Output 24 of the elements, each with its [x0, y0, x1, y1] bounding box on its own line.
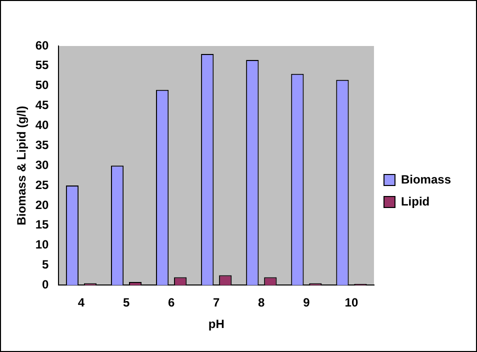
y-tick-label: 20 — [35, 198, 50, 212]
x-tick-label: 7 — [213, 296, 220, 310]
y-tick-label: 15 — [35, 218, 50, 232]
x-tick-label: 8 — [258, 296, 266, 310]
x-tick-label: 5 — [122, 296, 130, 310]
x-tick-label: 10 — [344, 296, 358, 310]
y-tick-label: 50 — [35, 78, 50, 92]
x-axis-title: pH — [208, 317, 224, 332]
y-tick-label: 45 — [35, 98, 50, 112]
y-tick-label: 55 — [35, 58, 50, 72]
y-tick-label: 5 — [42, 258, 50, 272]
y-tick-label: 60 — [35, 38, 50, 52]
y-tick-label: 10 — [35, 238, 50, 252]
legend-label: Biomass — [400, 172, 452, 186]
x-tick-label: 9 — [303, 296, 310, 310]
legend-label: Lipid — [400, 194, 430, 208]
y-tick-label: 40 — [35, 118, 50, 132]
y-axis-title: Biomass & Lipid (g/l) — [14, 106, 29, 226]
y-tick-label: 30 — [35, 158, 50, 172]
y-tick-label: 25 — [35, 178, 50, 192]
y-tick-label: 35 — [35, 138, 50, 152]
x-tick-label: 4 — [78, 296, 85, 310]
x-tick-label: 6 — [168, 296, 175, 310]
y-tick-label: 0 — [42, 278, 50, 292]
